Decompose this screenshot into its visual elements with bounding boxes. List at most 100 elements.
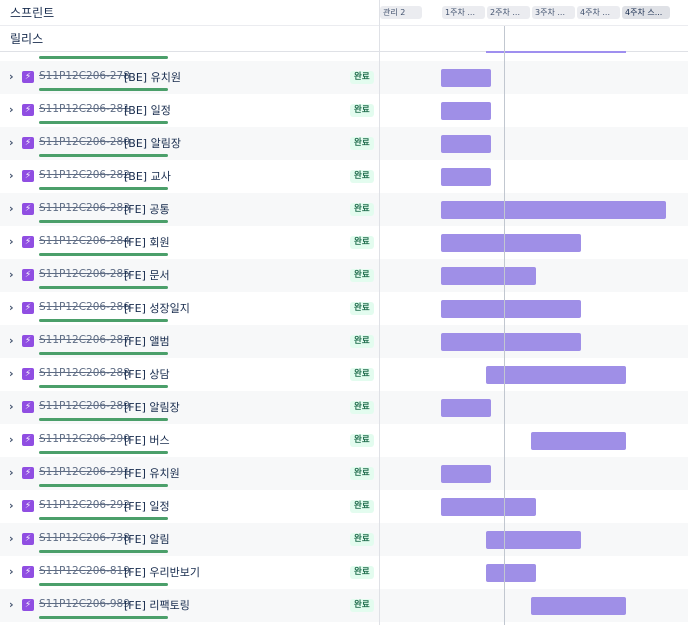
issue-key-link[interactable]: S11P12C206-291 [39,466,130,478]
timeline-bar[interactable] [486,366,626,384]
status-badge[interactable]: 완료 [350,434,374,447]
issue-key-link[interactable]: S11P12C206-281 [39,103,130,115]
sprint-column-header[interactable]: 4주차 스... [622,6,670,19]
chevron-right-icon[interactable]: › [9,334,14,347]
issue-row[interactable]: › ⚡ S11P12C206-989 [FE] 리팩토링 완료 [0,589,379,622]
timeline-bar[interactable] [531,432,626,450]
chevron-right-icon[interactable]: › [9,136,14,149]
timeline-bar[interactable] [441,135,491,153]
timeline-bar[interactable] [441,333,581,351]
issue-key-link[interactable]: S11P12C206-280 [39,136,130,148]
issue-key-link[interactable]: S11P12C206-819 [39,565,130,577]
chevron-right-icon[interactable]: › [9,202,14,215]
timeline-bar[interactable] [486,564,536,582]
timeline-bar[interactable] [441,300,581,318]
issue-row[interactable]: › ⚡ S11P12C206-290 [FE] 버스 완료 [0,424,379,457]
status-badge[interactable]: 완료 [350,467,374,480]
timeline-bar[interactable] [441,498,536,516]
issue-key-link[interactable]: S11P12C206-278 [39,70,130,82]
issue-summary[interactable]: [FE] 공통 [124,203,170,216]
status-badge[interactable]: 완료 [350,71,374,84]
issue-summary[interactable]: [FE] 회원 [124,236,170,249]
timeline-bar[interactable] [441,102,491,120]
timeline-bar[interactable] [441,168,491,186]
chevron-right-icon[interactable]: › [9,169,14,182]
status-badge[interactable]: 완료 [350,203,374,216]
issue-summary[interactable]: [FE] 앨범 [124,335,170,348]
timeline-bar[interactable] [441,399,491,417]
chevron-right-icon[interactable]: › [9,268,14,281]
sprint-column-header[interactable]: 3주차 ... [532,6,575,19]
issue-row[interactable]: › ⚡ S11P12C206-283 [FE] 공통 완료 [0,193,379,226]
chevron-right-icon[interactable]: › [9,103,14,116]
issue-key-link[interactable]: S11P12C206-989 [39,598,130,610]
issue-row[interactable]: › ⚡ S11P12C206-288 [FE] 상담 완료 [0,358,379,391]
issue-key-link[interactable]: S11P12C206-285 [39,268,130,280]
timeline-bar[interactable] [441,465,491,483]
issue-key-link[interactable]: S11P12C206-284 [39,235,130,247]
issue-summary[interactable]: [BE] 일정 [124,104,171,117]
issue-key-link[interactable]: S11P12C206-292 [39,499,130,511]
timeline-bar[interactable] [441,267,536,285]
issue-key-link[interactable]: S11P12C206-282 [39,169,130,181]
issue-summary[interactable]: [FE] 상담 [124,368,170,381]
issue-row[interactable]: › ⚡ S11P12C206-289 [FE] 알림장 완료 [0,391,379,424]
chevron-right-icon[interactable]: › [9,565,14,578]
issue-summary[interactable]: [BE] 교사 [124,170,171,183]
status-badge[interactable]: 완료 [350,170,374,183]
issue-summary[interactable]: [FE] 일정 [124,500,170,513]
chevron-right-icon[interactable]: › [9,235,14,248]
status-badge[interactable]: 완료 [350,566,374,579]
issue-key-link[interactable]: S11P12C206-288 [39,367,130,379]
chevron-right-icon[interactable]: › [9,499,14,512]
panel-divider[interactable] [379,0,380,625]
status-badge[interactable]: 완료 [350,368,374,381]
chevron-right-icon[interactable]: › [9,598,14,611]
sprint-column-header[interactable]: 2주차 ... [487,6,530,19]
issue-row[interactable]: › ⚡ S11P12C206-291 [FE] 유치원 완료 [0,457,379,490]
issue-summary[interactable]: [FE] 알림장 [124,401,180,414]
chevron-right-icon[interactable]: › [9,433,14,446]
issue-key-link[interactable]: S11P12C206-290 [39,433,130,445]
issue-summary[interactable]: [BE] 유치원 [124,71,181,84]
timeline-bar[interactable] [486,531,581,549]
status-badge[interactable]: 완료 [350,533,374,546]
issue-row[interactable]: › ⚡ S11P12C206-284 [FE] 회원 완료 [0,226,379,259]
status-badge[interactable]: 완료 [350,335,374,348]
issue-row[interactable]: › ⚡ S11P12C206-819 [FE] 우리반보기 완료 [0,556,379,589]
issue-row[interactable]: › ⚡ S11P12C206-280 [BE] 알림장 완료 [0,127,379,160]
sprint-column-header[interactable]: 1주차 ... [442,6,485,19]
issue-key-link[interactable]: S11P12C206-738 [39,532,130,544]
status-badge[interactable]: 완료 [350,302,374,315]
issue-row[interactable]: › ⚡ S11P12C206-281 [BE] 일정 완료 [0,94,379,127]
chevron-right-icon[interactable]: › [9,400,14,413]
sprint-row-header[interactable]: 스프린트 [0,0,379,26]
issue-summary[interactable]: [FE] 리팩토링 [124,599,190,612]
timeline-bar[interactable] [441,69,491,87]
release-row-header[interactable]: 릴리스 [0,26,379,52]
timeline-bar[interactable] [441,234,581,252]
issue-summary[interactable]: [FE] 문서 [124,269,170,282]
status-badge[interactable]: 완료 [350,599,374,612]
status-badge[interactable]: 완료 [350,500,374,513]
status-badge[interactable]: 완료 [350,236,374,249]
issue-summary[interactable]: [FE] 알림 [124,533,170,546]
status-badge[interactable]: 완료 [350,401,374,414]
chevron-right-icon[interactable]: › [9,532,14,545]
issue-key-link[interactable]: S11P12C206-283 [39,202,130,214]
issue-summary[interactable]: [FE] 성장일지 [124,302,190,315]
status-badge[interactable]: 완료 [350,269,374,282]
issue-key-link[interactable]: S11P12C206-286 [39,301,130,313]
issue-row[interactable]: › ⚡ S11P12C206-282 [BE] 교사 완료 [0,160,379,193]
timeline-bar[interactable] [531,597,626,615]
chevron-right-icon[interactable]: › [9,466,14,479]
issue-summary[interactable]: [BE] 알림장 [124,137,181,150]
issue-row[interactable]: › ⚡ S11P12C206-292 [FE] 일정 완료 [0,490,379,523]
issue-key-link[interactable]: S11P12C206-287 [39,334,130,346]
issue-row[interactable]: › ⚡ S11P12C206-285 [FE] 문서 완료 [0,259,379,292]
timeline-bar[interactable] [441,201,666,219]
issue-row[interactable]: › ⚡ S11P12C206-286 [FE] 성장일지 완료 [0,292,379,325]
chevron-right-icon[interactable]: › [9,301,14,314]
issue-summary[interactable]: [FE] 우리반보기 [124,566,200,579]
issue-summary[interactable]: [FE] 버스 [124,434,170,447]
